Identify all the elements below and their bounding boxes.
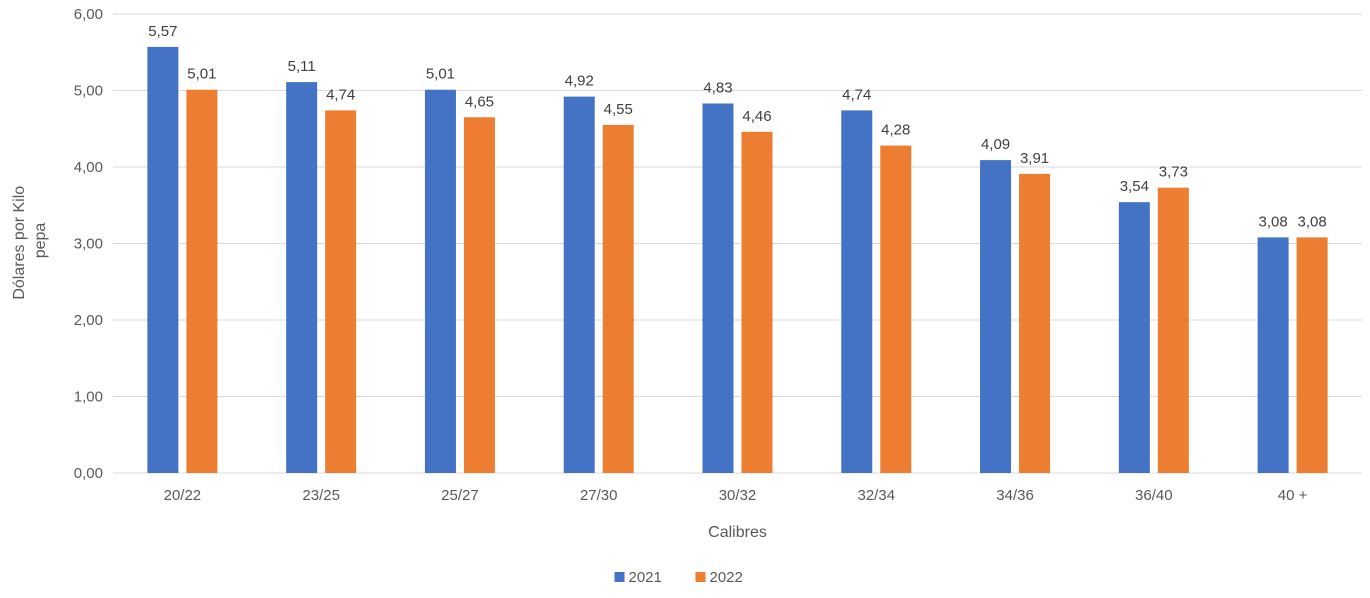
bar-2021-20-22 [147, 46, 179, 474]
legend: 2021 2022 [614, 569, 743, 586]
bar-2021-36-40 [1118, 202, 1150, 473]
legend-swatch-2021 [614, 572, 625, 582]
legend-label-2022: 2022 [710, 569, 743, 586]
y-axis-title: Dólares por Kilo pepa [11, 181, 49, 299]
axis-titles: Calibres Dólares por Kilo pepa [11, 181, 767, 541]
bar-2022-34-36 [1019, 173, 1051, 473]
bar-2022-40- [1296, 237, 1328, 473]
data-label: 3,73 [1159, 164, 1188, 181]
data-label: 4,92 [565, 73, 594, 90]
bar-2022-27-30 [602, 124, 634, 474]
bar-2021-32-34 [841, 110, 873, 473]
y-axis-title-line-1: Dólares por Kilo [11, 186, 28, 300]
data-label: 4,55 [604, 101, 633, 118]
x-tick-label: 36/40 [1135, 487, 1173, 504]
data-label: 3,54 [1120, 178, 1149, 195]
y-axis-tick-labels: 0,00 1,00 2,00 3,00 4,00 5,00 6,00 [74, 6, 103, 482]
bar-2021-40- [1257, 237, 1289, 473]
y-tick-label: 0,00 [74, 465, 103, 482]
bar-2022-20-22 [186, 89, 218, 474]
data-label: 4,74 [842, 86, 871, 103]
x-tick-label: 27/30 [580, 487, 618, 504]
data-label: 4,65 [465, 93, 494, 110]
bars [147, 46, 1328, 474]
data-label: 3,91 [1020, 150, 1049, 167]
data-label: 4,46 [742, 108, 771, 125]
x-axis-tick-labels: 20/22 23/25 25/27 27/30 30/32 32/34 34/36 36/40… [164, 487, 1308, 504]
data-label: 4,09 [981, 136, 1010, 153]
data-labels: 5,57 5,01 5,11 4,74 5,01 4,65 4,92 4,55 4,83 4,46… [148, 23, 1326, 230]
y-tick-label: 5,00 [74, 83, 103, 100]
gridlines [113, 13, 1362, 474]
y-tick-label: 4,00 [74, 159, 103, 176]
y-axis-title-line-2: pepa [32, 223, 49, 259]
data-label: 4,83 [703, 80, 732, 97]
x-tick-label: 40 + [1278, 487, 1308, 504]
bar-2021-27-30 [563, 96, 595, 474]
bar-2022-32-34 [880, 145, 912, 473]
bar-2021-25-27 [424, 89, 456, 474]
bar-2022-36-40 [1157, 187, 1189, 473]
bar-2022-23-25 [325, 110, 357, 473]
bar-2022-25-27 [463, 117, 495, 474]
bar-2021-34-36 [980, 160, 1012, 474]
bar-2021-30-32 [702, 103, 734, 473]
data-label: 4,74 [326, 86, 355, 103]
data-label: 4,28 [881, 122, 910, 139]
y-tick-label: 1,00 [74, 389, 103, 406]
bar-2022-30-32 [741, 131, 773, 473]
data-label: 5,11 [288, 58, 316, 75]
x-tick-label: 23/25 [302, 487, 340, 504]
legend-label-2021: 2021 [629, 569, 662, 586]
legend-swatch-2022 [695, 572, 706, 582]
data-label: 5,01 [426, 66, 455, 83]
y-tick-label: 3,00 [74, 236, 103, 253]
data-label: 3,08 [1259, 213, 1288, 230]
y-tick-label: 2,00 [74, 312, 103, 329]
data-label: 5,01 [187, 66, 216, 83]
x-tick-label: 20/22 [164, 487, 202, 504]
x-tick-label: 30/32 [719, 487, 757, 504]
data-label: 3,08 [1298, 213, 1327, 230]
bar-2021-23-25 [286, 82, 318, 474]
x-axis-title: Calibres [708, 524, 767, 541]
y-tick-label: 6,00 [74, 6, 103, 23]
data-label: 5,57 [148, 23, 177, 40]
x-tick-label: 25/27 [441, 487, 479, 504]
x-tick-label: 32/34 [858, 487, 896, 504]
x-tick-label: 34/36 [996, 487, 1034, 504]
